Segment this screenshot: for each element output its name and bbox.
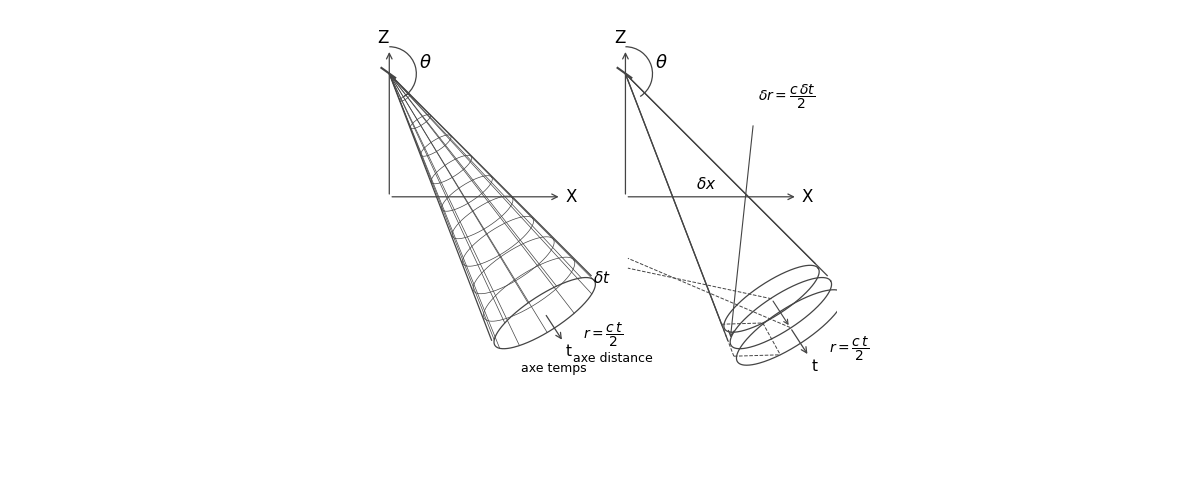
Text: $\theta$: $\theta$ bbox=[656, 54, 668, 72]
Text: $\delta t$: $\delta t$ bbox=[593, 270, 611, 286]
Text: X: X bbox=[801, 188, 813, 206]
Text: Z: Z bbox=[613, 29, 625, 47]
Text: $\delta x$: $\delta x$ bbox=[696, 176, 716, 192]
Text: $r = \dfrac{c\, t}{2}$: $r = \dfrac{c\, t}{2}$ bbox=[829, 335, 869, 363]
Text: $r = \dfrac{c\, t}{2}$: $r = \dfrac{c\, t}{2}$ bbox=[583, 320, 624, 349]
Text: X: X bbox=[565, 188, 577, 206]
Text: t: t bbox=[566, 344, 572, 360]
Text: $\delta r = \dfrac{c\,\delta t}{2}$: $\delta r = \dfrac{c\,\delta t}{2}$ bbox=[759, 82, 816, 111]
Text: $\theta$: $\theta$ bbox=[420, 54, 431, 72]
Text: Z: Z bbox=[378, 29, 389, 47]
Text: t: t bbox=[811, 359, 818, 374]
Text: axe temps: axe temps bbox=[521, 362, 586, 375]
Text: axe distance: axe distance bbox=[573, 352, 652, 365]
